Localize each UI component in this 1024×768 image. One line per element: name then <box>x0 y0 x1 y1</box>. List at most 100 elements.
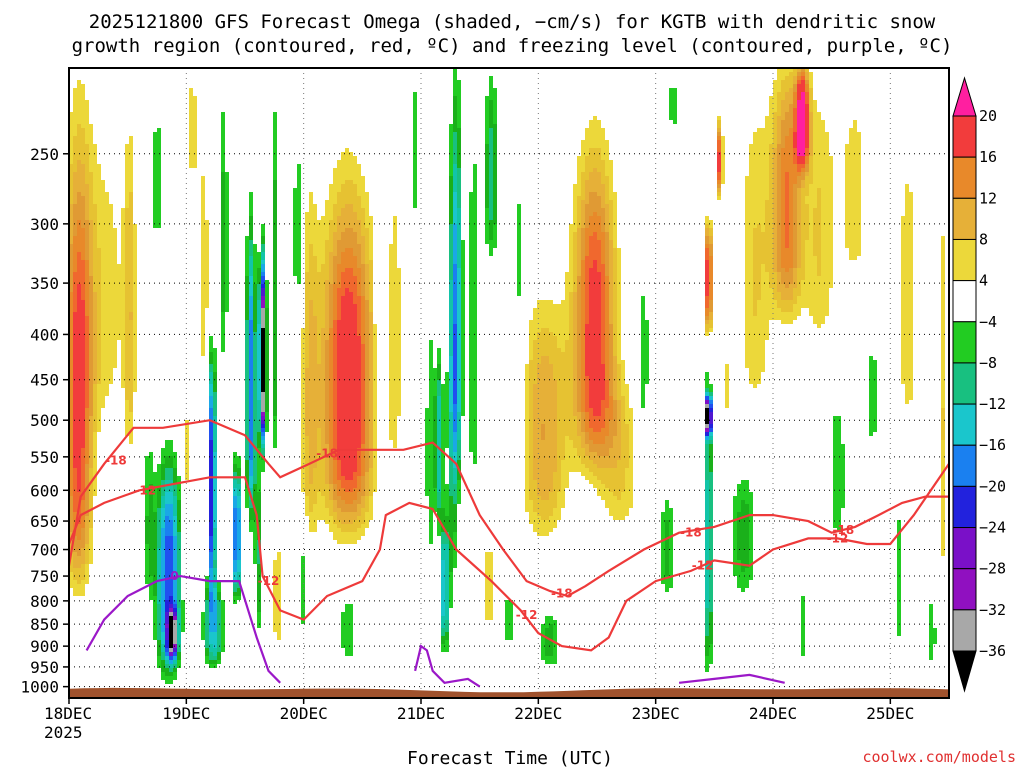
omega-cell <box>869 384 877 388</box>
omega-cell <box>577 292 581 296</box>
omega-cell <box>305 284 325 288</box>
omega-cell <box>449 208 453 212</box>
omega-cell <box>429 344 433 348</box>
omega-cell <box>489 236 493 240</box>
omega-cell <box>717 132 721 136</box>
omega-cell <box>749 168 769 172</box>
omega-cell <box>705 236 709 240</box>
omega-cell <box>69 428 73 432</box>
omega-cell <box>709 424 713 428</box>
omega-cell <box>449 148 453 152</box>
omega-cell <box>449 392 453 396</box>
omega-cell <box>585 360 601 364</box>
omega-cell <box>89 144 97 148</box>
omega-cell <box>121 344 125 348</box>
omega-cell <box>813 316 825 320</box>
omega-cell <box>533 420 557 424</box>
omega-cell <box>125 256 133 260</box>
omega-cell <box>89 456 93 460</box>
omega-cell <box>601 288 605 292</box>
omega-cell <box>133 288 137 292</box>
omega-cell <box>717 172 721 176</box>
omega-cell <box>213 368 217 372</box>
omega-cell <box>781 280 793 284</box>
omega-cell <box>809 228 813 232</box>
omega-cell <box>329 404 333 408</box>
omega-cell <box>125 380 133 384</box>
omega-cell <box>753 132 773 136</box>
omega-cell <box>621 380 625 384</box>
omega-cell <box>457 104 461 108</box>
omega-cell <box>629 428 633 432</box>
omega-cell <box>93 188 105 192</box>
omega-cell <box>361 392 365 396</box>
omega-cell <box>245 440 249 444</box>
omega-cell <box>529 420 533 424</box>
omega-cell <box>777 276 781 280</box>
omega-cell <box>413 172 417 176</box>
omega-cell <box>753 252 773 256</box>
omega-cell <box>529 416 533 420</box>
omega-cell <box>453 144 457 148</box>
omega-cell <box>73 284 77 288</box>
omega-cell <box>589 280 601 284</box>
omega-cell <box>317 320 325 324</box>
omega-cell <box>301 396 305 400</box>
omega-cell <box>249 332 253 336</box>
omega-cell <box>373 476 377 480</box>
omega-cell <box>797 228 801 232</box>
omega-cell <box>245 348 249 352</box>
omega-cell <box>201 300 209 304</box>
omega-cell <box>745 196 769 200</box>
omega-cell <box>389 400 401 404</box>
omega-cell <box>365 316 369 320</box>
omega-cell <box>369 276 373 280</box>
omega-cell <box>581 472 593 476</box>
omega-cell <box>745 184 769 188</box>
omega-cell <box>97 424 101 428</box>
omega-cell <box>517 228 521 232</box>
omega-cell <box>261 292 265 296</box>
omega-cell <box>773 140 777 144</box>
omega-cell <box>329 440 333 444</box>
omega-cell <box>601 324 605 328</box>
omega-cell <box>253 244 257 248</box>
omega-cell <box>617 392 621 396</box>
omega-cell <box>605 296 609 300</box>
omega-cell <box>449 308 453 312</box>
omega-cell <box>461 352 465 356</box>
omega-cell <box>561 476 569 480</box>
omega-cell <box>613 328 617 332</box>
omega-cell <box>213 464 217 468</box>
omega-cell <box>461 284 465 288</box>
omega-cell <box>613 324 617 328</box>
omega-cell <box>325 388 329 392</box>
omega-cell <box>329 484 333 488</box>
omega-cell <box>249 484 253 488</box>
omega-cell <box>453 124 457 128</box>
omega-cell <box>341 480 357 484</box>
omega-cell <box>493 168 497 172</box>
omega-cell <box>361 272 365 276</box>
omega-cell <box>325 324 329 328</box>
omega-cell <box>165 472 173 476</box>
omega-cell <box>469 432 477 436</box>
omega-cell <box>813 228 821 232</box>
omega-cell <box>93 352 97 356</box>
omega-cell <box>173 456 177 460</box>
omega-cell <box>773 176 777 180</box>
omega-cell <box>449 224 453 228</box>
omega-cell <box>121 252 125 256</box>
omega-cell <box>557 344 565 348</box>
omega-cell <box>573 348 577 352</box>
omega-cell <box>745 256 753 260</box>
omega-cell <box>473 172 477 176</box>
omega-cell <box>617 360 625 364</box>
omega-cell <box>85 444 89 448</box>
omega-cell <box>709 388 713 392</box>
omega-cell <box>457 232 461 236</box>
omega-cell <box>433 480 437 484</box>
omega-cell <box>365 472 369 476</box>
omega-cell <box>249 276 253 280</box>
omega-cell <box>69 124 77 128</box>
